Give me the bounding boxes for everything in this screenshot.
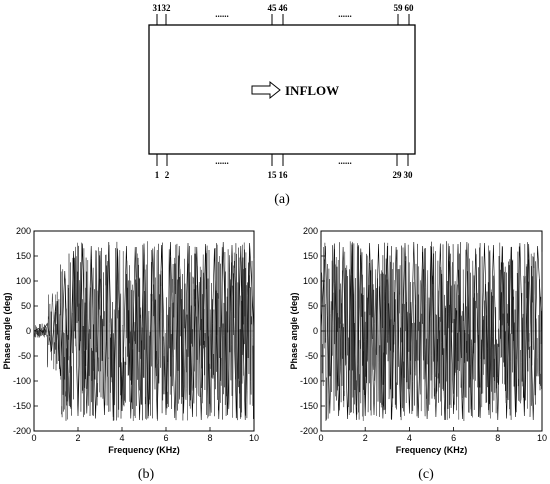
y-tick-label: 50 [308,301,318,311]
y-tick-label: 200 [16,226,31,236]
x-tick-label: 0 [318,433,323,443]
y-tick-label: -150 [300,401,318,411]
y-tick-label: -100 [13,376,31,386]
x-axis-title: Frequency (KHz) [108,445,180,455]
y-tick-label: 50 [21,301,31,311]
panel-caption-b: (b) [138,467,155,482]
probe-label-top: 60 [405,3,415,13]
y-tick-label: 0 [313,326,318,336]
probe-label-bottom: 15 [268,170,278,180]
y-tick-label: -200 [13,426,31,436]
probe-label-top: 59 [394,3,404,13]
y-tick-label: -50 [18,351,31,361]
probe-label-bottom: 29 [393,170,403,180]
probe-label-bottom: 2 [165,170,170,180]
y-tick-label: -100 [300,376,318,386]
x-tick-label: 4 [407,433,412,443]
y-axis-title: Phase angle (deg) [2,292,12,369]
ellipsis-bottom: ...... [215,156,229,166]
panel-caption-c: (c) [418,467,434,482]
probe-label-top: 45 [268,3,278,13]
probe-label-top: 31 [153,3,163,13]
domain-box [148,24,416,155]
x-tick-label: 6 [163,433,168,443]
inflow-label: INFLOW [285,83,339,98]
ellipsis-top: ...... [338,9,352,19]
y-tick-label: 150 [303,251,318,261]
phase-series-line [33,241,255,421]
panel-caption-a: (a) [274,192,290,207]
y-axis-title: Phase angle (deg) [289,292,299,369]
x-tick-label: 0 [31,433,36,443]
x-tick-label: 2 [75,433,80,443]
x-tick-label: 4 [119,433,124,443]
y-tick-label: 100 [303,276,318,286]
x-tick-label: 10 [537,433,547,443]
x-axis-title: Frequency (KHz) [396,445,468,455]
x-tick-label: 2 [363,433,368,443]
probe-label-top: 32 [162,3,172,13]
y-tick-label: -200 [300,426,318,436]
phase-trace [33,241,255,422]
x-tick-label: 8 [207,433,212,443]
y-tick-label: -150 [13,401,31,411]
y-tick-label: 150 [16,251,31,261]
ellipsis-bottom: ...... [338,156,352,166]
probe-label-bottom: 30 [404,170,414,180]
y-tick-label: 0 [26,326,31,336]
x-tick-label: 8 [495,433,500,443]
probe-ticks [156,14,410,166]
phase-chart-b: -200 -150 -100 -50 0 50 100 150 200 0 2 4 6 8 10 Freque… [2,226,259,455]
probe-label-bottom: 1 [155,170,160,180]
y-tick-label: 200 [303,226,318,236]
phase-chart-c: -200 -150 -100 -50 0 50 100 150 200 0 2 4 6 8 10 Freque… [289,226,547,455]
probe-label-top: 46 [279,3,289,13]
probe-label-bottom: 16 [279,170,289,180]
x-tick-label: 6 [451,433,456,443]
phase-series-line [320,241,543,421]
inflow-arrow-icon [251,80,281,100]
y-tick-label: -50 [305,351,318,361]
x-tick-label: 10 [249,433,259,443]
y-tick-label: 100 [16,276,31,286]
ellipsis-top: ...... [215,9,229,19]
probe-schematic: 31 32 45 46 59 60 ...... ...... 1 2 15 1… [148,3,416,207]
